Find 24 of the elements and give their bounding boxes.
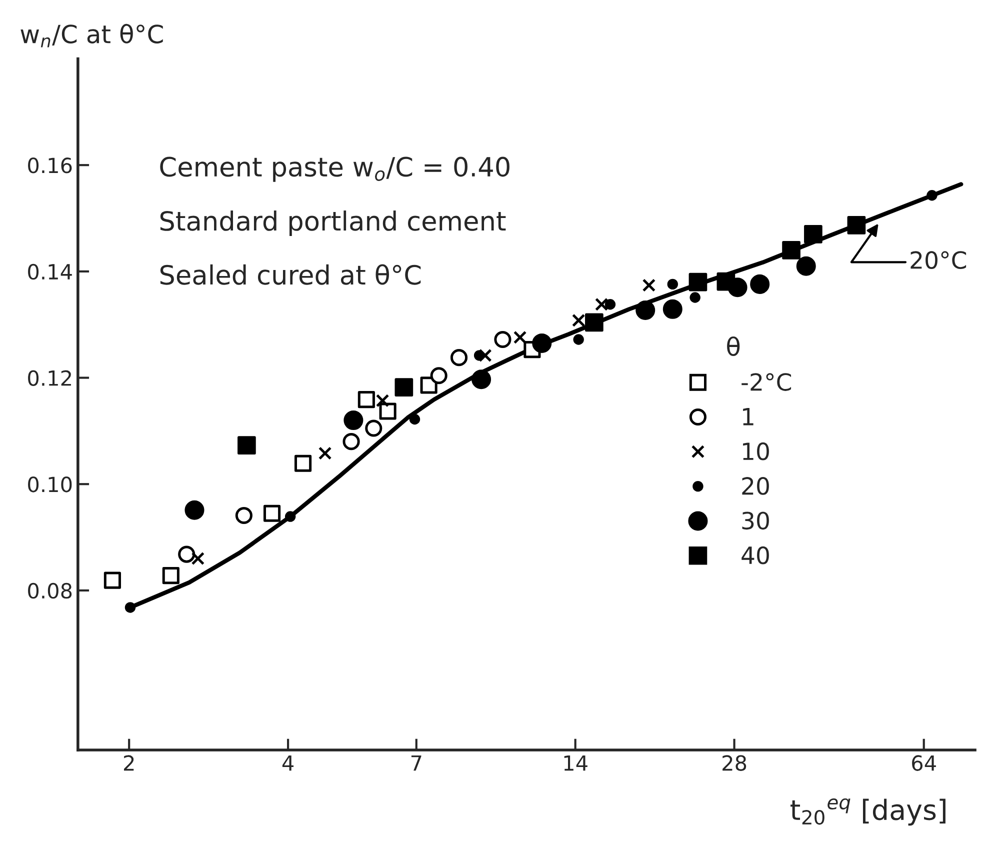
y-tick-label: 0.14 [28,264,72,280]
y-axis-title: w$_{n}$/C at θ°C [20,24,163,48]
x-tick-label: 7 [411,755,422,771]
y-tick-label: 0.16 [28,158,72,174]
annotation: Sealed cured at θ°C [160,264,421,285]
legend-label: 30 [742,512,769,530]
legend-title: θ [727,336,740,356]
x-tick-label: 64 [912,755,936,771]
legend-label: -2°C [742,373,792,391]
y-tick-label: 0.12 [28,370,71,386]
y-tick-label: 0.10 [28,476,72,492]
annotation: 20°C [910,251,966,269]
y-tick-label: 0.08 [28,582,72,599]
x-tick-label: 4 [282,755,294,771]
x-axis-title: t$_{20}$$^{eq}$ [days] [790,798,946,826]
annotation: Standard portland cement [160,210,506,236]
x-tick-label: 28 [722,755,746,771]
legend-label: 10 [743,442,769,460]
x-tick-label: 14 [564,755,588,771]
legend-label: 40 [742,546,769,564]
x-tick-label: 2 [124,755,134,771]
legend-label: 1 [743,408,754,426]
legend-label: 20 [742,477,769,495]
annotation: Cement paste w$_{o}$/C = 0.40 [160,156,510,182]
